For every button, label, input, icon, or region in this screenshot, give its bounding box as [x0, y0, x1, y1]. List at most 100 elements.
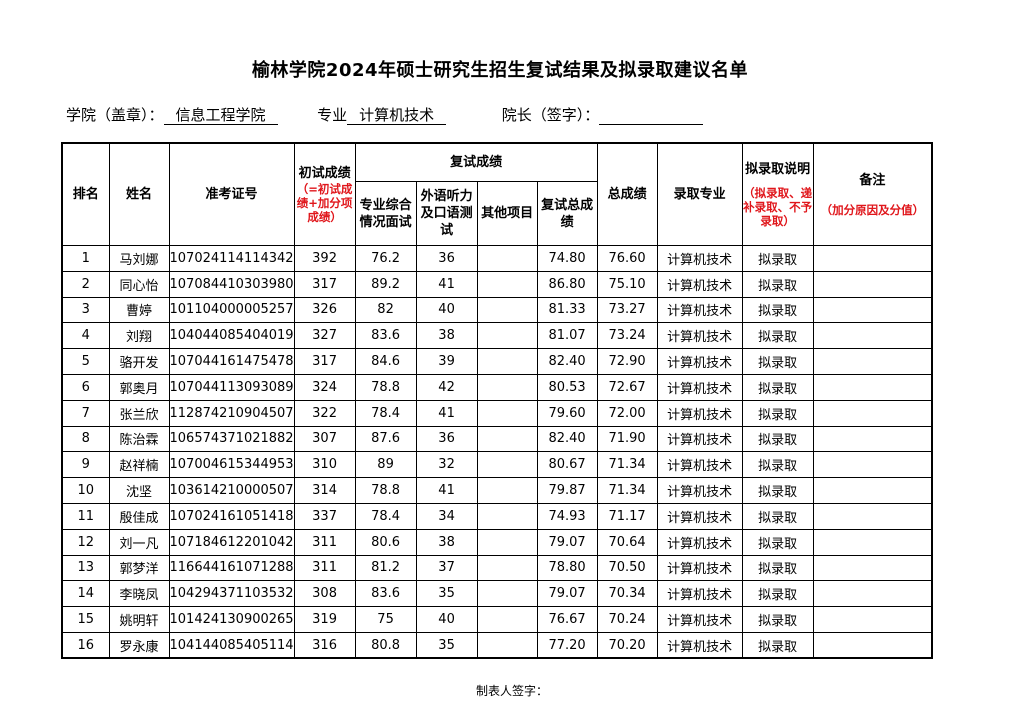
cell-exam-id: 104044085404019 — [168, 322, 295, 350]
cell-total: 71.34 — [596, 451, 658, 479]
cell-admit-status: 拟录取 — [741, 245, 814, 272]
cell-retest-major: 83.6 — [354, 580, 417, 608]
cell-rank: 15 — [61, 606, 110, 633]
header-retest-major: 专业综合情况面试 — [354, 181, 417, 246]
cell-remark — [812, 245, 933, 272]
header-admit-status: 拟录取说明 （拟录取、递补录取、不予录取） — [741, 142, 814, 246]
cell-name: 张兰欣 — [108, 399, 170, 427]
header-remark-note: （加分原因及分值） — [820, 203, 925, 217]
cell-rank: 11 — [61, 502, 110, 530]
cell-retest-lang: 41 — [415, 399, 478, 427]
cell-admit-status: 拟录取 — [741, 606, 814, 633]
table-row: 12 刘一凡 107184612201042 311 80.6 38 79.07 70.64 计… — [61, 528, 933, 556]
cell-rank: 13 — [61, 554, 110, 582]
cell-total: 70.64 — [596, 528, 658, 556]
cell-prelim: 327 — [293, 322, 356, 350]
cell-exam-id: 104144085405114 — [168, 631, 295, 659]
cell-name: 马刘娜 — [108, 245, 170, 272]
cell-exam-id: 101424130900265 — [168, 606, 295, 633]
major-value: 计算机技术 — [347, 106, 447, 125]
cell-remark — [812, 425, 933, 453]
cell-retest-lang: 38 — [415, 322, 478, 350]
cell-retest-other — [476, 528, 538, 556]
cell-retest-total: 81.07 — [536, 322, 598, 350]
header-retest-group: 复试成绩 — [354, 142, 598, 182]
cell-rank: 14 — [61, 580, 110, 608]
cell-admit-major: 计算机技术 — [656, 322, 743, 350]
cell-retest-major: 84.6 — [354, 348, 417, 375]
cell-retest-total: 80.53 — [536, 373, 598, 401]
cell-retest-other — [476, 322, 538, 350]
college-label: 学院（盖章）： — [66, 106, 164, 124]
dean-signature-line — [599, 108, 704, 125]
cell-admit-major: 计算机技术 — [656, 554, 743, 582]
cell-name: 骆开发 — [108, 348, 170, 375]
cell-admit-major: 计算机技术 — [656, 425, 743, 453]
cell-total: 73.27 — [596, 296, 658, 324]
cell-rank: 6 — [61, 373, 110, 401]
cell-rank: 2 — [61, 270, 110, 298]
cell-exam-id: 104294371103532 — [168, 580, 295, 608]
cell-retest-major: 80.8 — [354, 631, 417, 659]
cell-admit-status: 拟录取 — [741, 451, 814, 479]
cell-retest-other — [476, 631, 538, 659]
cell-name: 曹婷 — [108, 296, 170, 324]
header-exam-id: 准考证号 — [168, 142, 295, 246]
cell-retest-total: 74.93 — [536, 502, 598, 530]
cell-retest-total: 79.07 — [536, 580, 598, 608]
cell-admit-status: 拟录取 — [741, 425, 814, 453]
cell-retest-other — [476, 502, 538, 530]
cell-total: 76.60 — [596, 245, 658, 272]
cell-total: 75.10 — [596, 270, 658, 298]
cell-remark — [812, 554, 933, 582]
cell-retest-major: 78.8 — [354, 373, 417, 401]
cell-retest-major: 87.6 — [354, 425, 417, 453]
cell-prelim: 310 — [293, 451, 356, 479]
cell-retest-other — [476, 373, 538, 401]
table-row: 3 曹婷 101104000005257 326 82 40 81.33 73.27 计算机技术… — [61, 296, 933, 324]
table-row: 14 李晓凤 104294371103532 308 83.6 35 79.07 70.34 计… — [61, 580, 933, 608]
cell-retest-lang: 37 — [415, 554, 478, 582]
cell-name: 刘翔 — [108, 322, 170, 350]
cell-rank: 5 — [61, 348, 110, 375]
cell-rank: 7 — [61, 399, 110, 427]
cell-retest-total: 79.60 — [536, 399, 598, 427]
cell-retest-total: 79.87 — [536, 477, 598, 504]
subheader: 学院（盖章）： 信息工程学院 专业 计算机技术 院长（签字）： — [66, 104, 704, 125]
cell-admit-major: 计算机技术 — [656, 502, 743, 530]
cell-total: 71.34 — [596, 477, 658, 504]
cell-prelim: 314 — [293, 477, 356, 504]
cell-admit-major: 计算机技术 — [656, 399, 743, 427]
cell-retest-major: 81.2 — [354, 554, 417, 582]
cell-admit-status: 拟录取 — [741, 296, 814, 324]
cell-name: 同心怡 — [108, 270, 170, 298]
cell-total: 70.34 — [596, 580, 658, 608]
cell-admit-major: 计算机技术 — [656, 528, 743, 556]
header-prelim-label: 初试成绩 — [298, 166, 351, 181]
table-row: 1 马刘娜 107024114114342 392 76.2 36 74.80 76.60 计算… — [61, 245, 933, 272]
cell-retest-other — [476, 606, 538, 633]
cell-remark — [812, 270, 933, 298]
cell-retest-major: 78.4 — [354, 399, 417, 427]
header-admit-status-label: 拟录取说明 — [745, 162, 811, 177]
cell-total: 70.20 — [596, 631, 658, 659]
table-row: 16 罗永康 104144085405114 316 80.8 35 77.20 70.20 计… — [61, 631, 933, 659]
header-retest-other: 其他项目 — [476, 181, 538, 246]
cell-retest-lang: 41 — [415, 270, 478, 298]
cell-name: 罗永康 — [108, 631, 170, 659]
cell-admit-major: 计算机技术 — [656, 606, 743, 633]
cell-retest-other — [476, 399, 538, 427]
table-row: 6 郭奥月 107044113093089 324 78.8 42 80.53 72.67 计算… — [61, 373, 933, 401]
cell-retest-total: 78.80 — [536, 554, 598, 582]
cell-retest-major: 78.4 — [354, 502, 417, 530]
table-row: 10 沈坚 103614210000507 314 78.8 41 79.87 71.34 计算… — [61, 477, 933, 504]
cell-admit-status: 拟录取 — [741, 322, 814, 350]
cell-admit-major: 计算机技术 — [656, 270, 743, 298]
header-admit-status-note: （拟录取、递补录取、不予录取） — [743, 186, 813, 228]
cell-retest-other — [476, 296, 538, 324]
cell-admit-major: 计算机技术 — [656, 477, 743, 504]
table-row: 5 骆开发 107044161475478 317 84.6 39 82.40 72.90 计算… — [61, 348, 933, 375]
major-label: 专业 — [317, 106, 348, 124]
cell-retest-lang: 35 — [415, 580, 478, 608]
cell-prelim: 322 — [293, 399, 356, 427]
